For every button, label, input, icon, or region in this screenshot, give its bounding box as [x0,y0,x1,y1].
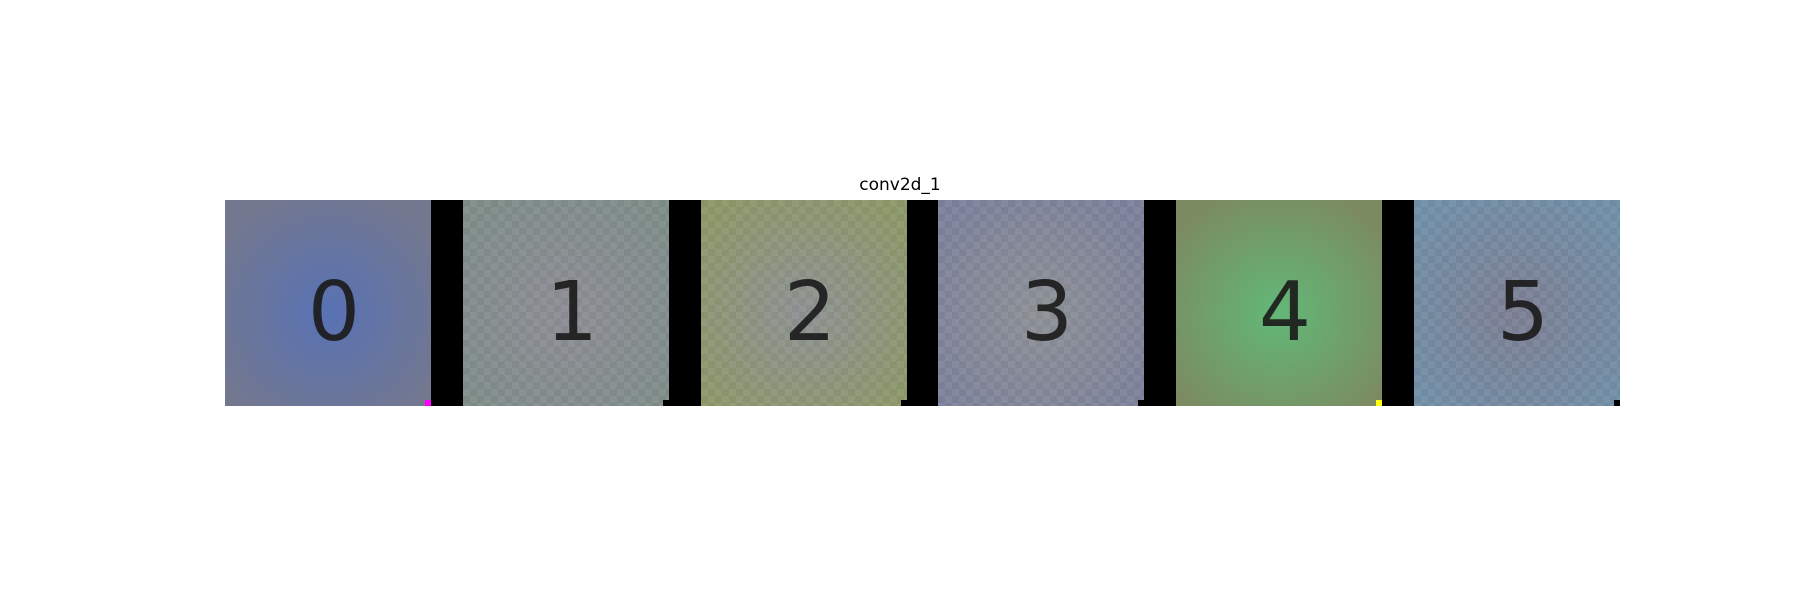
tile-label: 4 [1258,265,1312,360]
feature-map-tile-4: 4 [1176,200,1382,406]
corner-marker [1614,400,1620,406]
corner-marker [901,400,907,406]
feature-map-tile-0: 0 [225,200,431,406]
corner-marker [663,400,669,406]
corner-marker [425,400,431,406]
checker-texture [1414,200,1620,406]
tile-label: 0 [307,265,361,360]
tile-label: 3 [1020,265,1074,360]
tile-label: 5 [1496,265,1550,360]
tile-label: 2 [783,265,837,360]
feature-map-tile-1: 1 [463,200,669,406]
checker-texture [938,200,1144,406]
tile-label: 1 [545,265,599,360]
figure-title: conv2d_1 [859,175,941,195]
corner-marker [1376,400,1382,406]
checker-texture [463,200,669,406]
feature-map-tile-3: 3 [938,200,1144,406]
feature-map-tile-5: 5 [1414,200,1620,406]
feature-map-strip: 0 1 2 3 4 5 [225,200,1620,406]
corner-marker [1138,400,1144,406]
feature-map-tile-2: 2 [701,200,907,406]
checker-texture [701,200,907,406]
